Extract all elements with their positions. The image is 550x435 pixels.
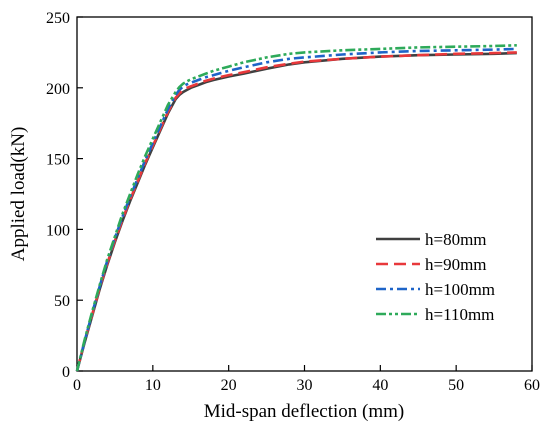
y-tick-label: 50 — [54, 293, 70, 310]
legend-label: h=100mm — [425, 280, 495, 299]
y-tick-label: 200 — [46, 81, 70, 98]
x-axis-title: Mid-span deflection (mm) — [204, 401, 405, 422]
y-tick-label: 150 — [46, 152, 70, 169]
series-line-2 — [75, 51, 517, 372]
x-tick-label: 30 — [297, 377, 313, 394]
series-line-3 — [75, 47, 517, 372]
x-tick-label: 10 — [145, 377, 161, 394]
x-tick-label: 0 — [73, 377, 81, 394]
y-tick-label: 100 — [46, 222, 70, 239]
series-lines — [75, 44, 517, 372]
x-axis: 0 10 20 30 40 50 60 — [73, 365, 540, 394]
y-axis-title: Applied load(kN) — [8, 127, 29, 262]
x-tick-label: 20 — [221, 377, 237, 394]
x-tick-label: 50 — [448, 377, 464, 394]
legend-label: h=80mm — [425, 230, 487, 249]
x-tick-label: 60 — [524, 377, 540, 394]
legend-label: h=110mm — [425, 305, 494, 324]
y-tick-label: 0 — [62, 364, 70, 381]
y-tick-label: 250 — [46, 10, 70, 27]
x-tick-label: 40 — [372, 377, 388, 394]
legend-label: h=90mm — [425, 255, 487, 274]
series-line-4 — [75, 44, 517, 372]
y-axis: 0 50 100 150 200 250 — [46, 10, 83, 381]
legend: h=80mm h=90mm h=100mm h=110mm — [376, 230, 495, 324]
